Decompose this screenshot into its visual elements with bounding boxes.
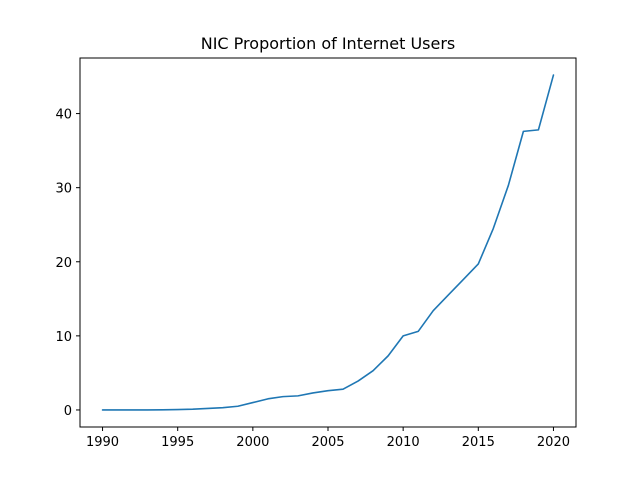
series-layer (101, 74, 555, 411)
x-tick-label: 2000 (236, 435, 269, 450)
x-tick-label: 2010 (387, 435, 420, 450)
plot-area-frame (79, 57, 577, 428)
x-axis: 1990 1995 2000 2005 2010 2015 2020 (86, 427, 570, 450)
y-tick-label: 0 (64, 404, 72, 419)
x-tick-label: 2020 (537, 435, 570, 450)
y-tick-label: 40 (55, 108, 72, 123)
y-tick-label: 30 (55, 182, 72, 197)
y-axis: 0 10 20 30 40 (55, 108, 80, 419)
y-tick-label: 20 (55, 256, 72, 271)
x-tick-label: 2015 (462, 435, 495, 450)
series-line (101, 74, 555, 411)
x-tick-label: 1990 (86, 435, 119, 450)
y-tick-label: 10 (55, 330, 72, 345)
chart-title: NIC Proportion of Internet Users (201, 34, 456, 53)
x-tick-label: 1995 (161, 435, 194, 450)
x-tick-label: 2005 (311, 435, 344, 450)
